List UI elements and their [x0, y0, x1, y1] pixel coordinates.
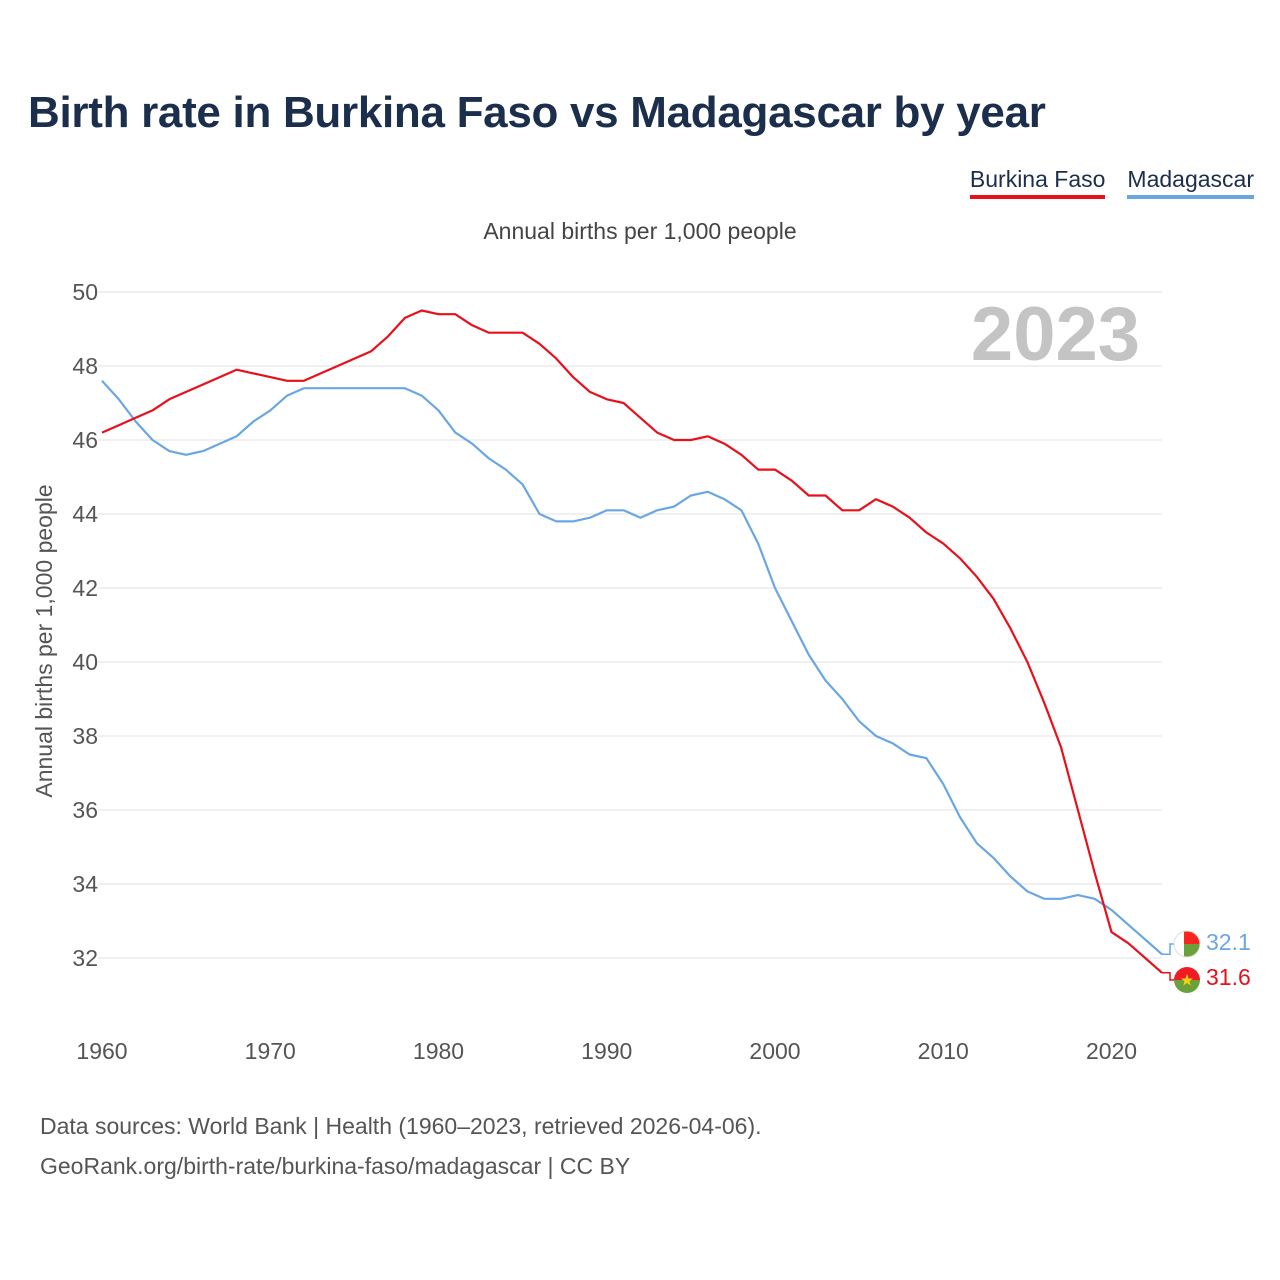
year-watermark: 2023: [971, 292, 1140, 377]
legend-item-burkina-faso[interactable]: Burkina Faso: [969, 166, 1106, 199]
y-tick-label: 50: [72, 279, 98, 305]
x-tick-label: 1980: [413, 1038, 464, 1064]
end-markers: 32.1 31.6: [1162, 929, 1251, 993]
y-axis-label: Annual births per 1,000 people: [31, 484, 57, 797]
x-tick-label: 1970: [245, 1038, 296, 1064]
y-tick-label: 46: [72, 427, 98, 453]
end-value-label: 31.6: [1206, 964, 1251, 990]
y-tick-label: 44: [72, 501, 98, 527]
series-lines: [101, 309, 1163, 974]
series-line-madagascar: [101, 380, 1163, 956]
chart-title: Birth rate in Burkina Faso vs Madagascar…: [28, 88, 1046, 137]
y-tick-label: 34: [72, 871, 98, 897]
x-tick-label: 2020: [1086, 1038, 1137, 1064]
legend-item-madagascar[interactable]: Madagascar: [1127, 166, 1254, 199]
footer-sources: Data sources: World Bank | Health (1960–…: [40, 1113, 762, 1139]
y-tick-label: 42: [72, 575, 98, 601]
x-tick-label: 2000: [749, 1038, 800, 1064]
chart-subtitle: Annual births per 1,000 people: [483, 218, 797, 244]
burkina-faso-flag-icon: [1174, 967, 1200, 993]
x-axis-ticks: 1960 1970 1980 1990 2000 2010 2020: [76, 1038, 1137, 1064]
series-line-burkina-faso: [101, 309, 1163, 974]
y-tick-label: 48: [72, 353, 98, 379]
end-connector: [1162, 972, 1177, 981]
y-tick-label: 36: [72, 797, 98, 823]
x-tick-label: 2010: [918, 1038, 969, 1064]
madagascar-flag-icon: [1173, 930, 1201, 958]
end-value-label: 32.1: [1206, 929, 1251, 955]
footer-link[interactable]: GeoRank.org/birth-rate/burkina-faso/mada…: [40, 1153, 631, 1179]
x-tick-label: 1990: [581, 1038, 632, 1064]
x-tick-label: 1960: [76, 1038, 127, 1064]
y-axis-ticks: 32 34 36 38 40 42 44 46 48 50: [72, 279, 98, 971]
y-tick-label: 32: [72, 945, 98, 971]
footer: Data sources: World Bank | Health (1960–…: [40, 1106, 762, 1186]
y-tick-label: 38: [72, 723, 98, 749]
y-tick-label: 40: [72, 649, 98, 675]
legend: Burkina Faso Madagascar: [969, 166, 1254, 199]
grid-lines: [98, 291, 1162, 959]
